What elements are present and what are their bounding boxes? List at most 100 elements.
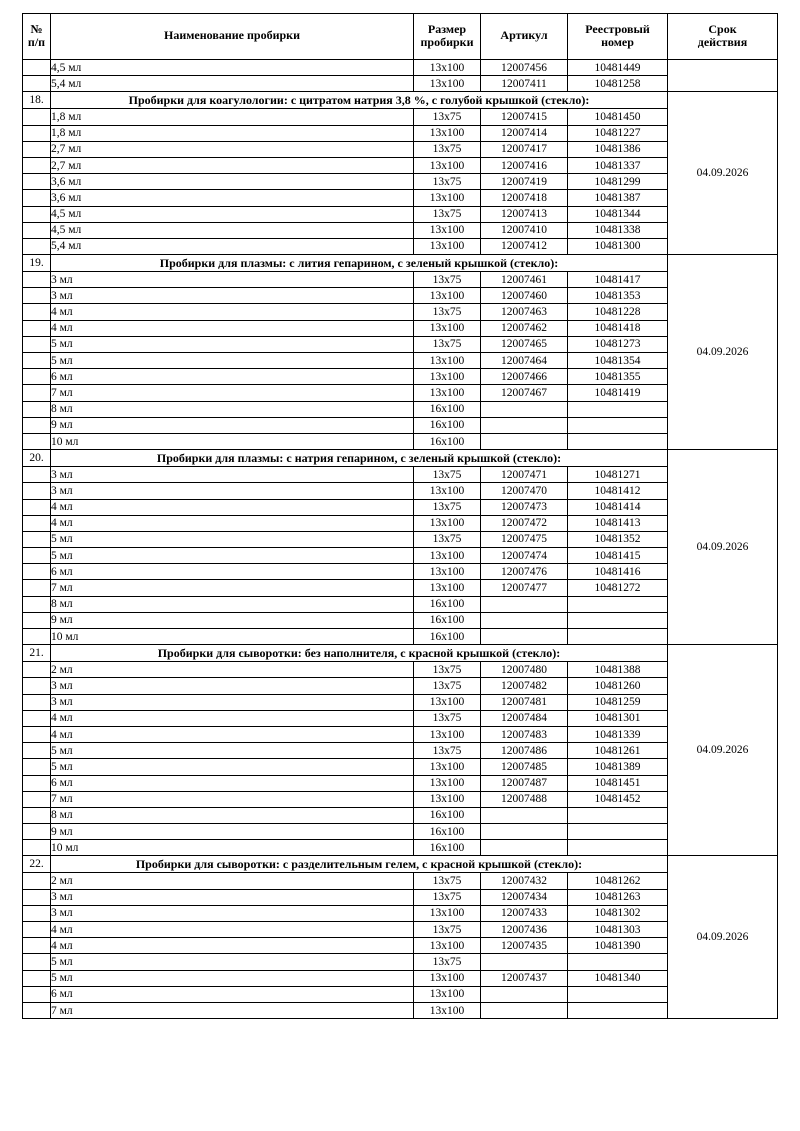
tube-registry-cell: 10481451 (567, 774, 668, 792)
tube-name-cell: 7 мл (50, 790, 414, 808)
row-number-cell (22, 108, 51, 126)
tube-size-cell: 13х100 (413, 969, 481, 987)
row-number-cell (22, 303, 51, 321)
section-title-cell: Пробирки для коагулологии: с цитратом на… (50, 91, 668, 110)
tube-registry-cell (567, 595, 668, 613)
row-number-cell (22, 140, 51, 158)
tube-name-cell: 4,5 мл (50, 221, 414, 239)
row-number-cell (22, 351, 51, 370)
tube-registry-cell: 10481340 (567, 969, 668, 987)
table-row: 1,8 мл 13х75 12007415 10481450 (22, 108, 778, 126)
tube-name-cell: 3 мл (50, 271, 414, 289)
row-number-cell (22, 758, 51, 776)
row-number-cell (22, 725, 51, 744)
tube-registry-cell: 10481344 (567, 205, 668, 223)
tube-name-cell: 4 мл (50, 514, 414, 532)
tube-name-cell: 5 мл (50, 742, 414, 760)
tube-name-cell: 4 мл (50, 319, 414, 337)
section-number-cell: 22. (22, 855, 51, 874)
row-number-cell (22, 579, 51, 597)
table-row: 2 мл 13х75 12007480 10481388 (22, 661, 778, 679)
section-title-cell: Пробирки для плазмы: с лития гепарином, … (50, 254, 668, 273)
tube-size-cell: 13х75 (413, 303, 481, 321)
table-row: 2,7 мл 13х100 12007416 10481337 (22, 156, 778, 175)
tube-size-cell: 13х75 (413, 335, 481, 354)
tube-registry-cell (567, 627, 668, 646)
tube-name-cell: 7 мл (50, 579, 414, 597)
tube-name-cell: 5 мл (50, 351, 414, 370)
tube-name-cell: 8 мл (50, 806, 414, 825)
tube-registry-cell: 10481273 (567, 335, 668, 354)
table-row: 6 мл 13х100 12007466 10481355 (22, 368, 778, 386)
table-row: 8 мл 16х100 (22, 595, 778, 613)
tube-name-cell: 7 мл (50, 1001, 414, 1020)
tube-size-cell: 16х100 (413, 595, 481, 613)
tube-size-cell: 13х75 (413, 709, 481, 727)
tube-name-cell: 5 мл (50, 969, 414, 987)
column-header-number: № п/п (22, 13, 51, 60)
tube-article-cell: 12007417 (480, 140, 568, 158)
table-row: 10 мл 16х100 (22, 839, 778, 857)
tube-article-cell: 12007414 (480, 124, 568, 142)
table-row: 5 мл 13х100 12007437 10481340 (22, 969, 778, 987)
table-row: 5,4 мл 13х100 12007412 10481300 (22, 237, 778, 256)
tube-article-cell: 12007486 (480, 742, 568, 760)
tube-size-cell: 13х100 (413, 156, 481, 175)
tube-registry-cell: 10481338 (567, 221, 668, 239)
tube-name-cell: 5 мл (50, 335, 414, 354)
row-number-cell (22, 514, 51, 532)
tube-article-cell (480, 953, 568, 971)
row-number-cell (22, 156, 51, 175)
tube-article-cell: 12007483 (480, 725, 568, 744)
row-number-cell (22, 1001, 51, 1020)
tube-article-cell: 12007464 (480, 351, 568, 370)
tube-name-cell: 9 мл (50, 611, 414, 630)
table-row: 4 мл 13х75 12007436 10481303 (22, 920, 778, 939)
tube-article-cell: 12007473 (480, 498, 568, 516)
section-header-row: 22. Пробирки для сыворотки: с разделитель… (22, 855, 778, 1020)
tube-name-cell: 3,6 мл (50, 173, 414, 191)
table-row: 4 мл 13х100 12007472 10481413 (22, 514, 778, 532)
validity-term-cell (667, 58, 778, 93)
validity-term-cell: 04.09.2026 (667, 91, 778, 256)
tube-article-cell: 12007480 (480, 661, 568, 679)
tube-size-cell: 16х100 (413, 627, 481, 646)
tube-article-cell (480, 806, 568, 825)
tube-name-cell: 5 мл (50, 547, 414, 565)
tube-registry-cell: 10481416 (567, 563, 668, 581)
tube-registry-cell: 10481301 (567, 709, 668, 727)
row-number-cell (22, 937, 51, 955)
tube-name-cell: 4,5 мл (50, 58, 414, 77)
section-number-cell: 18. (22, 91, 51, 110)
table-row: 3 мл 13х100 12007481 10481259 (22, 693, 778, 711)
tube-name-cell: 3 мл (50, 482, 414, 500)
table-row: 10 мл 16х100 (22, 432, 778, 451)
tube-registry-cell: 10481300 (567, 237, 668, 256)
tube-registry-cell: 10481388 (567, 661, 668, 679)
row-number-cell (22, 888, 51, 906)
tube-registry-cell: 10481263 (567, 888, 668, 906)
tube-name-cell: 4 мл (50, 725, 414, 744)
tube-size-cell: 13х100 (413, 1001, 481, 1020)
tube-name-cell: 5 мл (50, 953, 414, 971)
tube-article-cell: 12007485 (480, 758, 568, 776)
validity-term-cell: 04.09.2026 (667, 254, 778, 451)
row-number-cell (22, 384, 51, 402)
tube-article-cell: 12007475 (480, 530, 568, 549)
tube-registry-cell (567, 953, 668, 971)
tube-name-cell: 6 мл (50, 563, 414, 581)
row-number-cell (22, 872, 51, 890)
section-number-cell: 21. (22, 644, 51, 663)
tube-registry-cell (567, 432, 668, 451)
tube-registry-cell: 10481353 (567, 287, 668, 305)
tube-article-cell: 12007434 (480, 888, 568, 906)
tube-registry-cell (567, 839, 668, 857)
tube-article-cell: 12007436 (480, 920, 568, 939)
tube-article-cell: 12007466 (480, 368, 568, 386)
tube-name-cell: 5,4 мл (50, 237, 414, 256)
tube-name-cell: 5 мл (50, 530, 414, 549)
tube-size-cell: 13х100 (413, 904, 481, 923)
tube-size-cell: 13х75 (413, 888, 481, 906)
tube-size-cell: 13х75 (413, 140, 481, 158)
